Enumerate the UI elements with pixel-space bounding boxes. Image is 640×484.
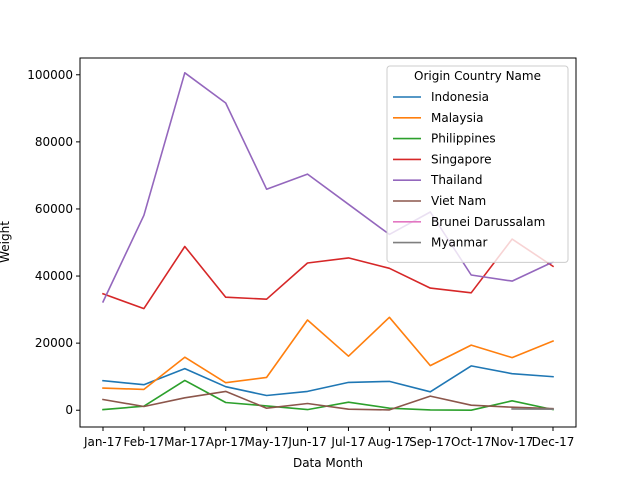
y-tick-label: 60000 [35,202,73,216]
x-tick-label: Feb-17 [123,435,164,449]
series-line-indonesia [103,366,553,396]
legend-label: Malaysia [431,111,483,125]
y-tick-label: 100000 [27,68,73,82]
x-tick-label: Aug-17 [368,435,411,449]
x-tick-label: May-17 [245,435,289,449]
legend: Origin Country Name Indonesia Malaysia Phil… [387,66,568,262]
x-tick-label: Jul-17 [330,435,365,449]
x-tick-label: Mar-17 [164,435,205,449]
x-tick-label: Apr-17 [206,435,246,449]
y-axis: 0 20000 40000 60000 80000 100000 [27,68,80,417]
legend-label: Indonesia [431,90,489,104]
legend-title: Origin Country Name [414,69,541,83]
x-tick-label: Nov-17 [491,435,534,449]
series-malaysia [103,317,553,389]
x-axis-label: Data Month [293,456,363,470]
y-tick-label: 20000 [35,336,73,350]
y-tick-label: 80000 [35,135,73,149]
legend-label: Thailand [430,173,483,187]
legend-label: Philippines [431,132,496,146]
series-indonesia [103,366,553,396]
y-tick-label: 0 [65,403,73,417]
y-tick-label: 40000 [35,269,73,283]
x-tick-label: Sep-17 [409,435,451,449]
legend-label: Myanmar [431,236,487,250]
x-tick-label: Jun-17 [287,435,326,449]
series-line-malaysia [103,317,553,389]
y-axis-label: Weight [0,221,12,263]
legend-label: Viet Nam [431,194,486,208]
legend-label: Brunei Darussalam [431,215,545,229]
legend-label: Singapore [431,152,492,166]
x-tick-label: Oct-17 [451,435,491,449]
x-tick-label: Jan-17 [83,435,122,449]
x-tick-label: Dec-17 [532,435,575,449]
